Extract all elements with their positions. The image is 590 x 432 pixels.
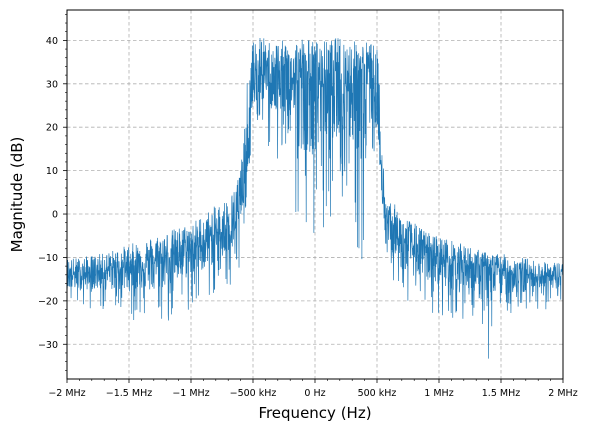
y-tick-label: 10 xyxy=(46,166,58,177)
x-tick-label: 2 MHz xyxy=(548,388,577,399)
series-layer xyxy=(66,38,564,359)
axis-ticks: −2 MHz −1.5 MHz −1 MHz −500 kHz 0 Hz 500 kHz 1… xyxy=(38,14,578,399)
x-tick-label: −2 MHz xyxy=(48,388,85,399)
y-tick-label: 0 xyxy=(52,210,58,221)
x-tick-label: −1.5 MHz xyxy=(106,388,152,399)
y-tick-label: 30 xyxy=(46,79,58,90)
x-tick-label: 1.5 MHz xyxy=(482,388,520,399)
y-tick-label: 20 xyxy=(46,123,58,134)
y-tick-label: 40 xyxy=(46,36,58,47)
y-tick-label: −10 xyxy=(38,253,58,264)
x-tick-label: 1 MHz xyxy=(424,388,453,399)
x-tick-label: −500 kHz xyxy=(230,388,277,399)
x-axis-label: Frequency (Hz) xyxy=(258,404,371,422)
x-tick-label: 500 kHz xyxy=(358,388,397,399)
y-tick-label: −20 xyxy=(38,296,58,307)
y-tick-label: −30 xyxy=(38,340,58,351)
y-axis-label: Magnitude (dB) xyxy=(8,137,26,253)
series-magnitude-trace xyxy=(66,38,564,359)
x-tick-label: −1 MHz xyxy=(172,388,209,399)
x-tick-label: 0 Hz xyxy=(304,388,325,399)
